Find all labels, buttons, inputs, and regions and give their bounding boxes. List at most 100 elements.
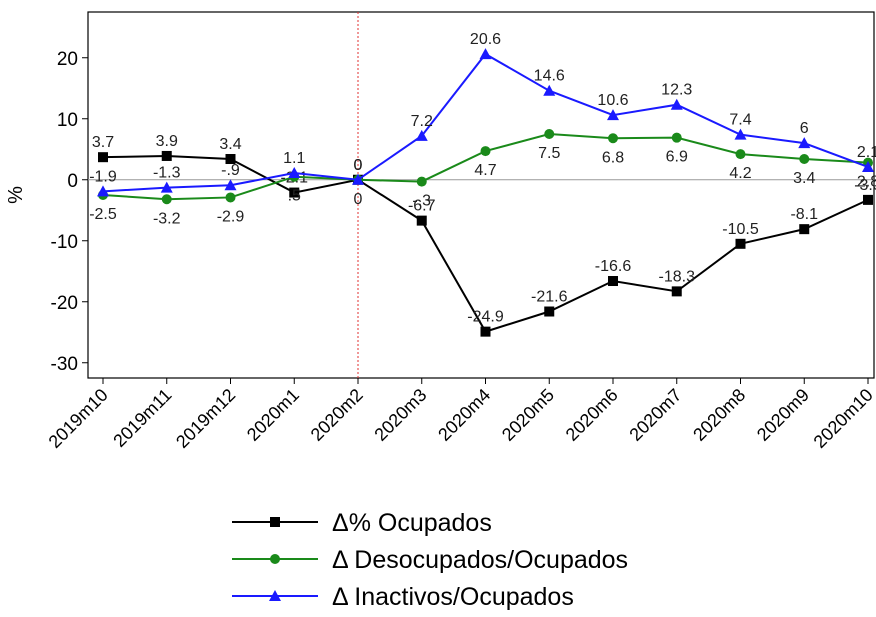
data-label: -.9 <box>221 162 240 179</box>
marker <box>416 176 427 187</box>
data-label: 4.7 <box>474 162 496 179</box>
x-tick-label: 2020m7 <box>625 385 685 445</box>
y-tick-label: -20 <box>51 293 78 314</box>
marker <box>225 192 236 203</box>
y-axis-label: % <box>5 186 27 204</box>
marker <box>416 215 427 226</box>
data-label: 6.9 <box>666 149 688 166</box>
x-tick-label: 2019m11 <box>109 385 175 451</box>
data-label: 2.8 <box>857 174 876 191</box>
marker <box>735 238 746 249</box>
data-label: 6 <box>800 120 809 137</box>
legend-label: Δ Inactivos/Ocupados <box>332 583 574 611</box>
data-label: -10.5 <box>722 221 759 238</box>
marker <box>270 517 280 527</box>
marker <box>863 194 873 205</box>
marker <box>608 133 618 144</box>
data-label: 20.6 <box>470 31 501 48</box>
marker <box>671 132 682 143</box>
marker <box>224 179 237 191</box>
x-tick-label: 2020m5 <box>498 385 558 445</box>
marker <box>479 48 492 60</box>
data-label: 3.4 <box>793 170 815 187</box>
data-label: 7.5 <box>538 145 560 162</box>
data-label: -24.9 <box>467 309 504 326</box>
marker <box>270 554 280 564</box>
data-label: -2.5 <box>89 206 117 223</box>
x-tick-label: 2020m10 <box>810 385 876 452</box>
marker <box>480 326 491 337</box>
x-tick-label: 2020m2 <box>307 385 367 445</box>
data-label: 2.1 <box>857 144 876 161</box>
data-label: 4.2 <box>729 165 751 182</box>
data-label: -3.2 <box>153 210 181 227</box>
marker <box>160 181 173 193</box>
marker <box>543 84 556 96</box>
y-tick-label: 10 <box>57 110 78 131</box>
data-label: 3.4 <box>219 136 241 153</box>
x-tick-label: 2020m3 <box>370 385 430 445</box>
data-label: -2.9 <box>217 208 245 225</box>
marker <box>735 149 746 160</box>
marker <box>161 194 172 205</box>
data-label: -1.3 <box>153 165 181 182</box>
marker <box>607 109 619 121</box>
y-tick-label: -30 <box>51 354 78 375</box>
data-label: 0 <box>354 157 363 174</box>
data-label: -6.7 <box>408 198 436 215</box>
data-label: 0 <box>354 191 363 208</box>
data-label: 10.6 <box>597 92 628 109</box>
marker <box>288 167 301 179</box>
y-tick-label: 0 <box>67 171 78 192</box>
data-label: -18.3 <box>659 268 696 285</box>
marker <box>544 306 555 317</box>
x-tick-label: 2020m1 <box>243 385 303 445</box>
x-tick-label: 2020m8 <box>689 385 749 445</box>
data-label: -3.3 <box>854 177 876 194</box>
data-label: 7.2 <box>411 113 433 130</box>
marker <box>798 137 811 149</box>
plot-area <box>87 11 875 379</box>
marker <box>289 187 300 198</box>
marker <box>352 173 364 185</box>
marker <box>670 98 683 110</box>
marker <box>862 160 874 172</box>
marker <box>799 224 810 235</box>
data-label: 6.8 <box>602 149 624 166</box>
x-tick-label: 2020m6 <box>562 385 622 445</box>
data-label: -16.6 <box>595 258 632 275</box>
x-tick-label: 2019m12 <box>172 385 239 452</box>
marker <box>225 154 236 165</box>
data-label: 12.3 <box>661 82 692 99</box>
legend-label: Δ Desocupados/Ocupados <box>332 546 628 574</box>
marker <box>269 590 281 601</box>
marker <box>734 128 747 140</box>
data-label: -21.6 <box>531 289 568 306</box>
marker <box>415 129 428 141</box>
data-label: .5 <box>288 188 301 205</box>
marker <box>161 150 172 161</box>
data-label: 3.9 <box>156 133 178 150</box>
data-label: -.3 <box>412 193 431 210</box>
x-tick-label: 2020m9 <box>753 385 813 445</box>
y-tick-label: -10 <box>51 232 78 253</box>
data-label: -1.9 <box>89 168 117 185</box>
data-label: 0 <box>354 157 363 174</box>
marker <box>97 185 109 197</box>
marker <box>671 286 682 297</box>
legend-label: Δ% Ocupados <box>332 509 492 537</box>
marker <box>608 276 618 287</box>
data-label: 7.4 <box>729 112 751 129</box>
data-label: -8.1 <box>790 206 818 223</box>
x-tick-label: 2019m10 <box>45 385 112 452</box>
data-label: 3.7 <box>92 134 114 151</box>
marker <box>544 129 555 139</box>
data-label: 1.1 <box>283 150 305 167</box>
x-tick-label: 2020m4 <box>434 385 494 445</box>
data-label: 14.6 <box>534 68 565 85</box>
marker <box>98 152 108 163</box>
y-tick-label: 20 <box>57 49 78 70</box>
marker <box>799 154 810 165</box>
marker <box>480 146 491 157</box>
